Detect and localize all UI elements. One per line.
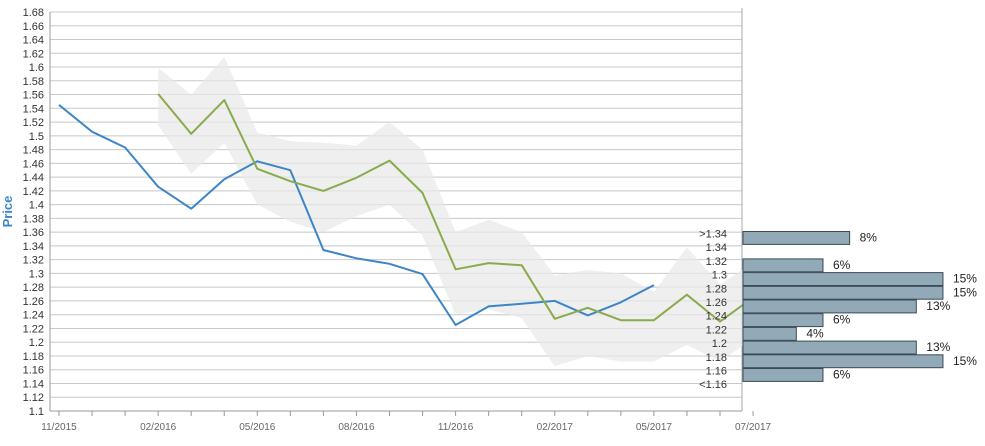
dist-pct-label: 6% [833,313,851,327]
dist-bucket-label: >1.34 [699,229,727,241]
dist-bucket-label: 1.3 [712,270,727,282]
dist-bar [742,231,851,245]
x-tick-label: 07/2017 [735,422,772,433]
dist-bucket-label: 1.26 [706,297,727,309]
y-tick-label: 1.14 [23,378,44,390]
dist-bar [742,272,944,287]
dist-pct-label: 15% [953,285,977,299]
dist-bucket-label: 1.24 [706,311,727,323]
x-tick-label: 05/2016 [239,422,276,433]
dist-pct-label: 4% [806,326,824,340]
dist-bar [742,368,824,382]
dist-bar [742,285,944,300]
y-tick-label: 1.24 [23,310,44,322]
y-tick-label: 1.22 [23,323,44,335]
dist-bucket-label: 1.34 [706,242,727,254]
x-tick-label: 05/2017 [636,422,673,433]
y-tick-label: 1.44 [23,172,44,184]
y-tick-label: 1.38 [23,213,44,225]
dist-pct-label: 15% [953,272,977,286]
dist-bucket-label: 1.22 [706,324,727,336]
dist-bucket-label: 1.28 [706,283,727,295]
y-tick-label: 1.66 [23,21,44,33]
dist-bar [742,313,824,328]
y-tick-label: 1.18 [23,351,44,363]
dist-bucket-label: 1.2 [712,338,727,350]
x-tick-label: 11/2016 [438,422,474,433]
dist-pct-label: 8% [860,231,878,245]
dist-bar [742,299,917,314]
dist-bucket-label: <1.16 [699,379,727,391]
dist-bar [742,354,944,369]
dist-pct-label: 6% [833,368,851,382]
y-tick-label: 1.46 [23,158,44,170]
x-tick-label: 02/2016 [140,422,177,433]
y-tick-label: 1.26 [23,296,44,308]
y-tick-label: 1.6 [29,62,44,74]
y-tick-label: 1.1 [29,406,44,418]
y-tick-label: 1.5 [29,131,44,143]
y-tick-label: 1.64 [23,35,44,47]
y-tick-label: 1.12 [23,392,44,404]
y-tick-label: 1.54 [23,103,44,115]
y-tick-label: 1.52 [23,117,44,129]
dist-bucket-label: 1.16 [706,366,727,378]
y-tick-label: 1.32 [23,255,44,267]
dist-bucket-label: 1.32 [706,256,727,268]
dist-bar [742,340,917,355]
series-line-blue [58,104,655,326]
dist-pct-label: 15% [953,354,977,368]
x-tick-label: 02/2017 [537,422,574,433]
dist-bar [742,258,824,273]
y-tick-label: 1.16 [23,365,44,377]
series-line-green [157,93,754,323]
x-tick-label: 08/2016 [338,422,375,433]
y-tick-label: 1.68 [23,7,44,19]
y-tick-label: 1.3 [29,268,44,280]
y-tick-label: 1.62 [23,48,44,60]
y-tick-label: 1.58 [23,76,44,88]
dist-bucket-label: 1.18 [706,352,727,364]
forecast-band [158,56,754,367]
y-tick-label: 1.34 [23,241,44,253]
y-axis-label: Price [0,196,15,228]
y-tick-label: 1.36 [23,227,44,239]
x-tick-label: 11/2015 [41,422,77,433]
y-tick-label: 1.4 [29,200,44,212]
y-tick-label: 1.2 [29,337,44,349]
dist-bar [742,326,797,341]
dist-pct-label: 13% [926,299,950,313]
dist-pct-label: 13% [926,340,950,354]
y-tick-label: 1.42 [23,186,44,198]
y-tick-label: 1.56 [23,90,44,102]
y-tick-label: 1.48 [23,145,44,157]
y-tick-label: 1.28 [23,282,44,294]
dist-pct-label: 6% [833,258,851,272]
